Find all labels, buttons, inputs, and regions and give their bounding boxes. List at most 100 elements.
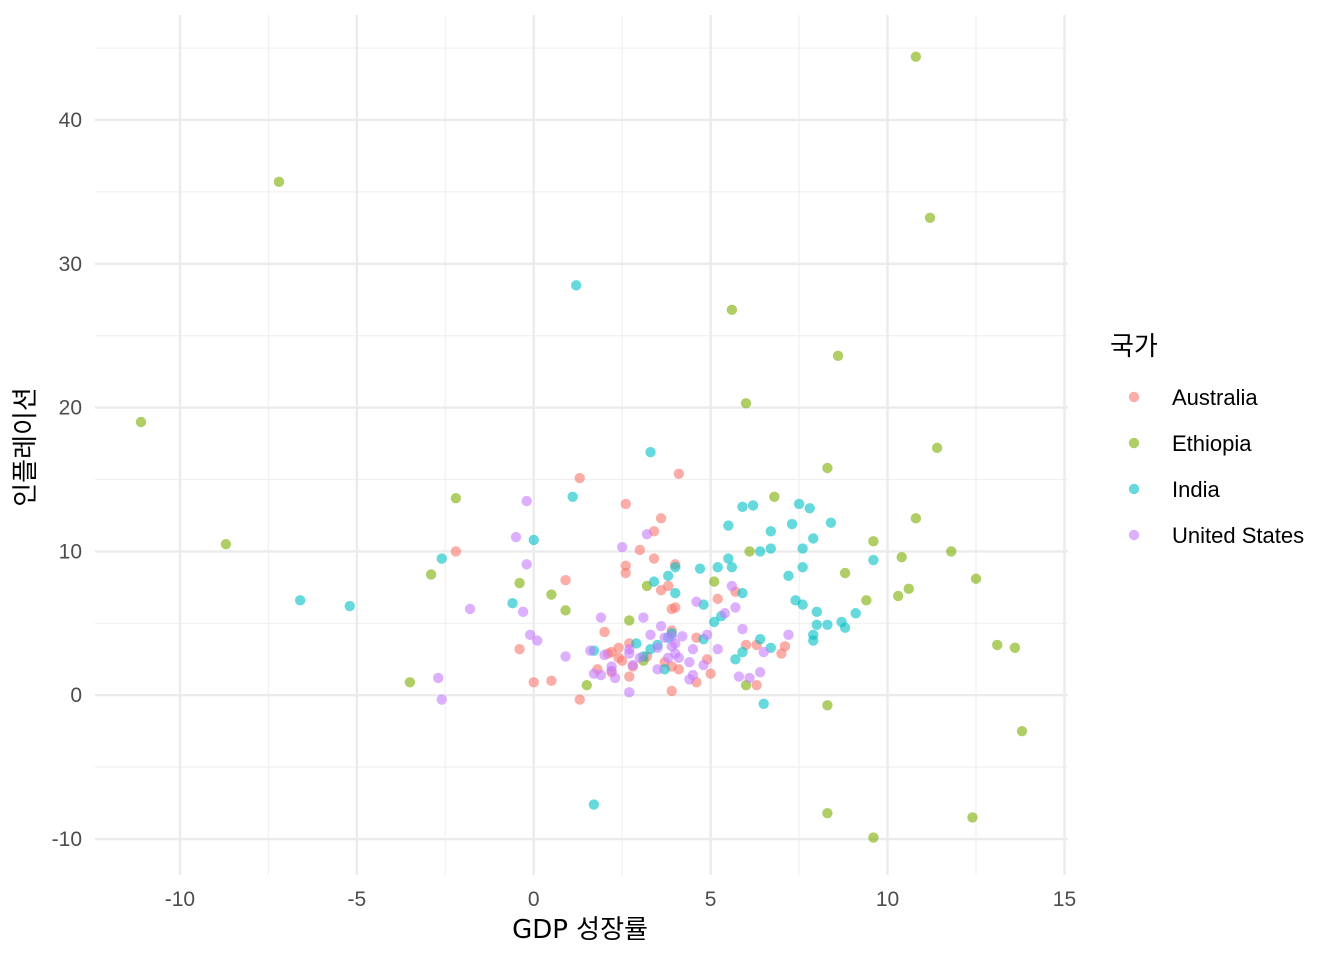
data-point <box>737 501 748 513</box>
data-point <box>595 669 607 681</box>
data-point <box>747 500 759 511</box>
y-tick-label: 30 <box>59 253 82 276</box>
minor-gridlines <box>95 15 1068 875</box>
data-point <box>425 569 437 580</box>
data-point <box>832 350 844 362</box>
y-tick-label: -10 <box>52 828 82 851</box>
data-point <box>514 644 525 655</box>
data-point <box>673 664 684 675</box>
legend-title: 국가 <box>1110 332 1158 362</box>
data-point <box>624 648 635 659</box>
data-point <box>967 812 978 823</box>
data-point <box>822 807 833 819</box>
legend-label: India <box>1172 477 1220 502</box>
major-gridlines <box>95 15 1068 875</box>
data-point <box>924 212 936 223</box>
data-point <box>616 541 628 553</box>
data-point <box>822 700 833 711</box>
data-point <box>507 597 518 609</box>
data-point <box>708 616 720 628</box>
x-tick-label: 15 <box>1053 888 1076 911</box>
data-point <box>546 675 557 687</box>
data-point <box>567 491 578 502</box>
data-point <box>694 563 706 574</box>
data-point <box>712 593 723 605</box>
data-point <box>599 626 610 638</box>
legend-label: Ethiopia <box>1172 431 1252 456</box>
data-point <box>705 668 716 679</box>
data-point <box>645 629 656 641</box>
data-point <box>684 674 695 685</box>
data-point <box>581 679 593 691</box>
data-point <box>560 651 571 662</box>
data-point <box>1009 642 1021 653</box>
data-point <box>776 648 787 659</box>
data-point <box>931 442 943 454</box>
data-point <box>670 562 681 573</box>
data-point <box>528 534 539 546</box>
data-point <box>892 590 904 602</box>
data-point <box>825 517 837 528</box>
data-point <box>652 642 663 653</box>
data-point <box>804 503 815 514</box>
data-point <box>273 176 285 188</box>
data-point <box>910 513 922 524</box>
data-point <box>514 577 525 589</box>
data-point <box>528 677 539 688</box>
data-point <box>344 600 355 612</box>
legend-key <box>1128 391 1140 403</box>
data-point <box>726 580 738 592</box>
legend-label: United States <box>1172 523 1304 548</box>
data-point <box>599 649 610 661</box>
data-point <box>797 543 808 554</box>
data-point <box>1016 725 1028 737</box>
data-point <box>532 635 543 646</box>
data-point <box>595 612 607 623</box>
data-point <box>135 416 147 428</box>
data-point <box>868 536 879 547</box>
data-point <box>521 559 532 570</box>
data-point <box>652 664 663 675</box>
x-tick-label: 0 <box>528 888 540 911</box>
x-tick-label: -10 <box>165 888 195 911</box>
data-point <box>797 599 808 610</box>
data-point <box>946 546 957 557</box>
data-point <box>517 606 529 618</box>
data-point <box>687 644 699 655</box>
data-point <box>737 646 748 658</box>
data-point <box>839 622 851 633</box>
data-point <box>808 533 819 544</box>
data-point <box>464 603 476 615</box>
data-point <box>666 641 677 652</box>
x-axis-title: GDP 성장률 <box>512 915 648 945</box>
data-point <box>677 631 688 642</box>
data-points <box>135 51 1028 843</box>
data-point <box>839 567 851 579</box>
data-point <box>627 659 639 671</box>
data-point <box>783 570 794 582</box>
data-point <box>737 587 748 599</box>
data-point <box>638 612 649 623</box>
data-point <box>450 546 462 557</box>
data-point <box>910 51 922 62</box>
data-point <box>744 672 755 684</box>
data-point <box>546 589 557 600</box>
data-point <box>655 513 667 524</box>
x-tick-label: 5 <box>705 888 717 911</box>
data-point <box>754 633 766 645</box>
y-tick-label: 10 <box>59 540 82 563</box>
data-point <box>765 543 776 554</box>
y-tick-label: 0 <box>70 684 82 707</box>
x-tick-label: -5 <box>347 888 366 911</box>
data-point <box>786 518 798 530</box>
data-point <box>609 672 621 684</box>
data-point <box>719 608 730 619</box>
data-point <box>822 462 833 474</box>
x-tick-label: 10 <box>876 888 899 911</box>
data-point <box>648 576 660 587</box>
legend-key <box>1128 483 1140 495</box>
data-point <box>769 491 780 502</box>
data-point <box>574 472 585 484</box>
data-point <box>648 553 660 564</box>
data-point <box>684 656 695 668</box>
